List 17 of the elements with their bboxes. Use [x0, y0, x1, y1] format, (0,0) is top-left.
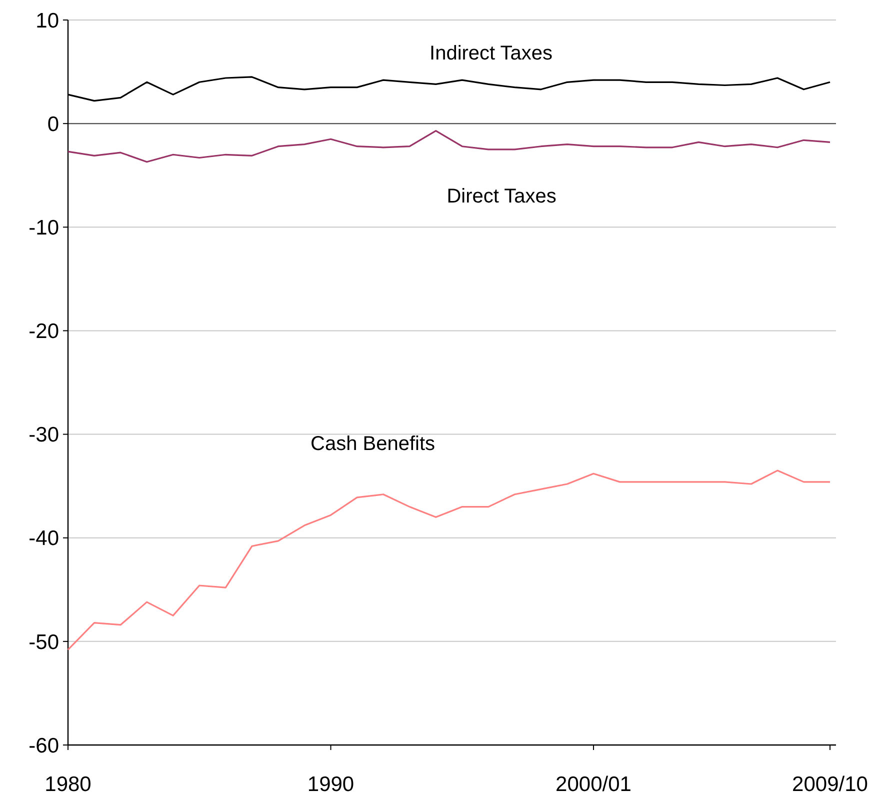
y-tick-label: -60 [28, 734, 59, 758]
y-tick-label: -40 [28, 527, 59, 550]
text: Cash Benefits [310, 432, 436, 455]
x-tick-label: 2000/01 [556, 773, 632, 796]
y-tick-label: -30 [28, 424, 59, 447]
y-tick-label: -20 [28, 320, 59, 344]
x-tick-label: 1980 [44, 773, 92, 796]
x-tick-label: 1990 [307, 773, 354, 796]
y-tick-label: 0 [47, 112, 59, 136]
line-series [67, 470, 831, 651]
line-series [67, 130, 831, 163]
y-tick-label: 10 [36, 9, 59, 32]
text: Direct Taxes [446, 185, 556, 208]
series-label: Indirect Taxes [430, 42, 553, 64]
x-tick-label: 2009/10 [792, 773, 868, 796]
y-tick-label: -50 [28, 630, 59, 654]
y-tick-label: -10 [28, 216, 59, 240]
